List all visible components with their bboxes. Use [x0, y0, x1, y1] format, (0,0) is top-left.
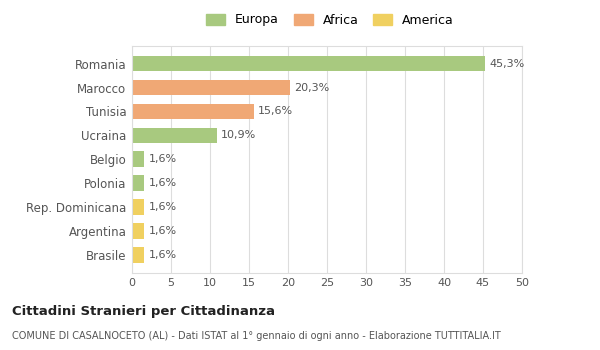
Legend: Europa, Africa, America: Europa, Africa, America — [202, 10, 458, 30]
Bar — [132, 247, 145, 262]
Text: 1,6%: 1,6% — [148, 226, 176, 236]
Bar — [132, 127, 217, 143]
Text: 15,6%: 15,6% — [257, 106, 293, 117]
Text: 1,6%: 1,6% — [148, 250, 176, 260]
Bar — [132, 152, 145, 167]
Bar — [132, 175, 145, 191]
Text: 45,3%: 45,3% — [489, 58, 524, 69]
Bar — [132, 199, 145, 215]
Text: COMUNE DI CASALNOCETO (AL) - Dati ISTAT al 1° gennaio di ogni anno - Elaborazion: COMUNE DI CASALNOCETO (AL) - Dati ISTAT … — [12, 331, 501, 341]
Bar — [132, 80, 290, 95]
Bar — [132, 56, 485, 71]
Text: 20,3%: 20,3% — [294, 83, 329, 92]
Text: Cittadini Stranieri per Cittadinanza: Cittadini Stranieri per Cittadinanza — [12, 304, 275, 317]
Text: 10,9%: 10,9% — [221, 130, 256, 140]
Bar — [132, 104, 254, 119]
Text: 1,6%: 1,6% — [148, 178, 176, 188]
Text: 1,6%: 1,6% — [148, 202, 176, 212]
Text: 1,6%: 1,6% — [148, 154, 176, 164]
Bar — [132, 223, 145, 239]
